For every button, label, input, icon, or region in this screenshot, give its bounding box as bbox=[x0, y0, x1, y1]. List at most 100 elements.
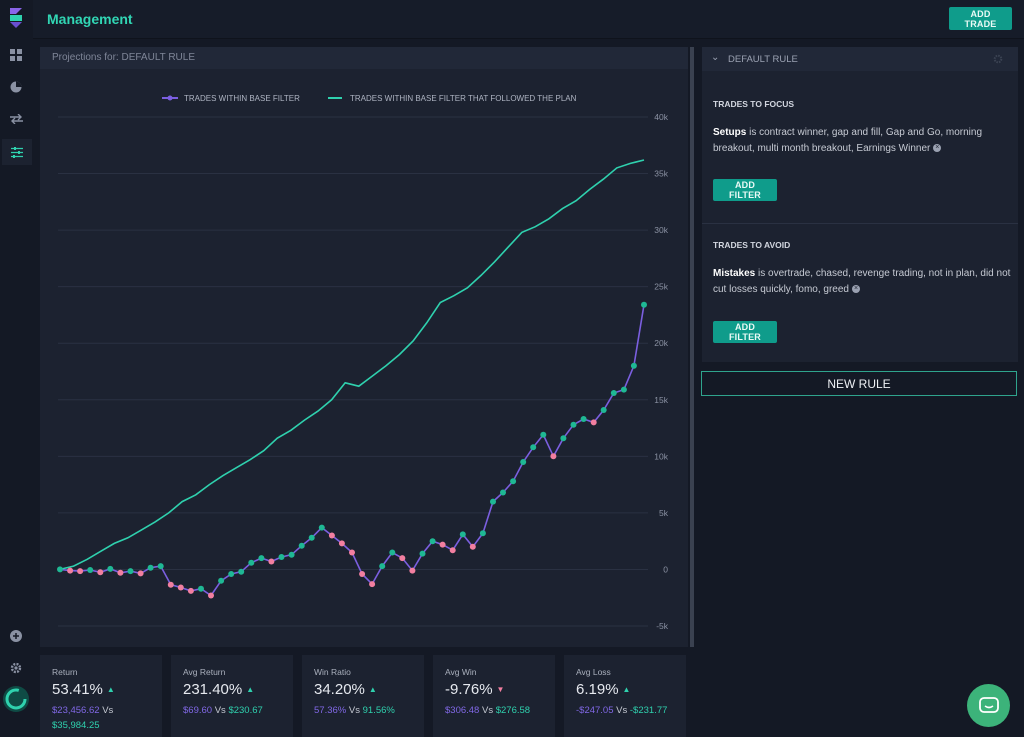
trade-point-loss[interactable] bbox=[67, 567, 74, 574]
trade-point-loss[interactable] bbox=[590, 419, 597, 426]
trade-point-loss[interactable] bbox=[349, 549, 355, 556]
remove-setups-icon[interactable]: × bbox=[933, 144, 942, 153]
trade-point-loss[interactable] bbox=[328, 532, 335, 539]
trade-point-win[interactable] bbox=[490, 498, 496, 505]
stat-value: -9.76% bbox=[445, 681, 493, 698]
stat-value: 53.41% bbox=[52, 681, 103, 698]
trade-point-loss[interactable] bbox=[167, 581, 174, 588]
trade-point-win[interactable] bbox=[459, 531, 466, 538]
trade-point-win[interactable] bbox=[278, 554, 285, 560]
avoid-label: TRADES TO AVOID bbox=[713, 240, 791, 250]
trade-point-loss[interactable] bbox=[338, 540, 345, 547]
y-tick-label: 15k bbox=[654, 395, 668, 405]
management-icon[interactable] bbox=[2, 139, 32, 165]
stat-plan: $276.58 bbox=[495, 705, 531, 716]
logo-icon[interactable] bbox=[8, 8, 24, 28]
trend-up-icon: ▲ bbox=[622, 685, 631, 694]
trade-point-win[interactable] bbox=[560, 435, 567, 442]
trade-point-loss[interactable] bbox=[268, 558, 275, 565]
trade-point-win[interactable] bbox=[157, 563, 164, 570]
stat-vs: Vs bbox=[348, 705, 360, 716]
gear-icon[interactable] bbox=[993, 54, 1003, 64]
trade-point-loss[interactable] bbox=[177, 584, 184, 591]
trade-point-loss[interactable] bbox=[137, 570, 144, 577]
add-filter-button-avoid[interactable]: ADD FILTER bbox=[713, 321, 777, 343]
trade-point-loss[interactable] bbox=[399, 555, 406, 562]
trade-point-win[interactable] bbox=[248, 559, 255, 566]
add-filter-button-focus[interactable]: ADD FILTER bbox=[713, 179, 777, 201]
trade-point-loss[interactable] bbox=[439, 541, 446, 548]
stat-label: Avg Loss bbox=[576, 667, 611, 677]
trade-point-loss[interactable] bbox=[97, 569, 104, 576]
trade-point-win[interactable] bbox=[198, 585, 204, 592]
trade-point-win[interactable] bbox=[107, 565, 114, 572]
trade-point-win[interactable] bbox=[600, 407, 607, 413]
trade-point-win[interactable] bbox=[57, 566, 63, 573]
add-trade-button[interactable]: ADD TRADE bbox=[949, 7, 1012, 30]
stat-plan: $230.67 bbox=[228, 705, 263, 716]
trade-point-win[interactable] bbox=[540, 431, 547, 438]
dashboard-icon[interactable] bbox=[6, 45, 26, 65]
trade-point-loss[interactable] bbox=[369, 581, 376, 588]
trade-point-win[interactable] bbox=[318, 524, 325, 531]
trade-point-win[interactable] bbox=[580, 416, 587, 422]
trade-point-win[interactable] bbox=[288, 551, 295, 558]
stat-label: Win Ratio bbox=[314, 667, 351, 677]
trade-point-win[interactable] bbox=[379, 563, 386, 570]
trend-down-icon: ▼ bbox=[496, 685, 505, 694]
trade-point-win[interactable] bbox=[570, 421, 577, 428]
trade-point-loss[interactable] bbox=[187, 587, 194, 594]
rule-header[interactable]: ⌄ DEFAULT RULE bbox=[702, 47, 1018, 71]
trade-point-win[interactable] bbox=[298, 542, 305, 549]
reports-icon[interactable] bbox=[6, 77, 26, 97]
trade-point-win[interactable] bbox=[520, 459, 527, 465]
trade-point-loss[interactable] bbox=[409, 567, 416, 574]
add-icon[interactable] bbox=[6, 626, 26, 646]
trade-point-loss[interactable] bbox=[77, 568, 84, 575]
trade-point-win[interactable] bbox=[530, 444, 537, 451]
trade-point-win[interactable] bbox=[218, 577, 225, 584]
trade-point-win[interactable] bbox=[641, 301, 647, 308]
stat-base: $69.60 bbox=[183, 705, 213, 716]
trades-icon[interactable] bbox=[6, 109, 26, 129]
legend-base[interactable]: TRADES WITHIN BASE FILTER bbox=[184, 94, 300, 103]
trade-point-win[interactable] bbox=[127, 568, 134, 575]
chevron-down-icon[interactable]: ⌄ bbox=[711, 52, 720, 63]
trade-point-loss[interactable] bbox=[550, 453, 557, 460]
trade-point-win[interactable] bbox=[630, 362, 637, 369]
trade-point-win[interactable] bbox=[238, 568, 245, 575]
trade-point-win[interactable] bbox=[419, 550, 426, 557]
y-tick-label: -5k bbox=[656, 621, 669, 631]
stat-base: -$247.05 bbox=[576, 705, 614, 716]
trade-point-win[interactable] bbox=[147, 564, 154, 571]
trade-point-win[interactable] bbox=[510, 478, 517, 485]
trade-point-win[interactable] bbox=[610, 390, 617, 396]
stat-vs: Vs bbox=[102, 705, 114, 716]
trade-point-win[interactable] bbox=[500, 489, 506, 496]
new-rule-button[interactable]: NEW RULE bbox=[701, 371, 1017, 396]
legend-plan[interactable]: TRADES WITHIN BASE FILTER THAT FOLLOWED … bbox=[350, 94, 577, 103]
trade-point-loss[interactable] bbox=[469, 543, 476, 550]
remove-mistakes-icon[interactable]: × bbox=[852, 285, 860, 294]
trade-point-win[interactable] bbox=[308, 534, 315, 541]
trade-point-loss[interactable] bbox=[359, 571, 366, 577]
stat-vs: Vs bbox=[616, 705, 628, 716]
trade-point-win[interactable] bbox=[228, 571, 235, 577]
stat-avg-loss: Avg Loss 6.19% ▲ -$247.05 Vs -$231.77 bbox=[564, 655, 686, 737]
trade-point-win[interactable] bbox=[389, 549, 396, 556]
stat-vs: Vs bbox=[481, 705, 494, 716]
projections-header: Projections for: DEFAULT RULE bbox=[40, 47, 688, 69]
series-line-plan bbox=[59, 159, 645, 571]
trade-point-loss[interactable] bbox=[449, 547, 456, 554]
trade-point-loss[interactable] bbox=[208, 592, 214, 599]
trade-point-loss[interactable] bbox=[117, 569, 124, 576]
vertical-scrollbar[interactable] bbox=[690, 47, 694, 647]
progress-icon[interactable] bbox=[3, 686, 29, 712]
trade-point-win[interactable] bbox=[258, 555, 265, 562]
trade-point-win[interactable] bbox=[479, 530, 486, 537]
trade-point-win[interactable] bbox=[87, 567, 94, 573]
trade-point-win[interactable] bbox=[429, 538, 436, 545]
trade-point-win[interactable] bbox=[620, 386, 627, 393]
chat-icon[interactable] bbox=[967, 684, 1010, 727]
settings-icon[interactable] bbox=[6, 658, 26, 678]
